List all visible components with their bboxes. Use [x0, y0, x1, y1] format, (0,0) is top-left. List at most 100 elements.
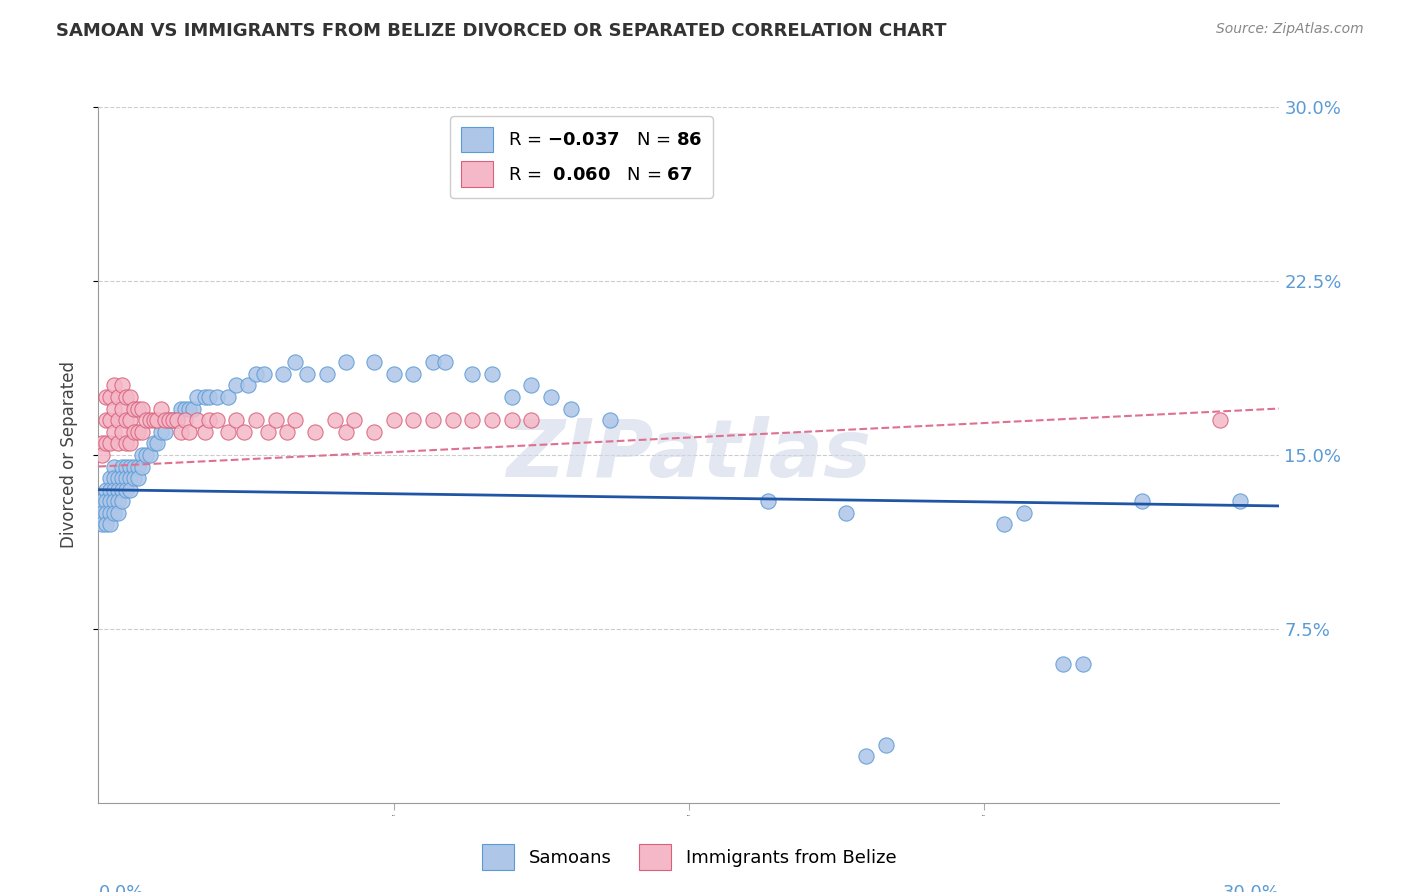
- Point: [304, 425, 326, 439]
- Point: [205, 413, 228, 427]
- Point: [103, 378, 125, 392]
- Point: [205, 390, 228, 404]
- Point: [115, 390, 138, 404]
- Point: [122, 425, 145, 439]
- Point: [382, 367, 405, 381]
- Point: [315, 367, 337, 381]
- Point: [217, 425, 239, 439]
- Point: [111, 471, 134, 485]
- Point: [96, 436, 118, 450]
- Point: [111, 483, 134, 497]
- Point: [177, 425, 200, 439]
- Point: [245, 367, 267, 381]
- Point: [1071, 657, 1094, 671]
- Point: [107, 390, 129, 404]
- Point: [157, 413, 180, 427]
- Point: [131, 459, 153, 474]
- Point: [501, 413, 523, 427]
- Point: [520, 413, 543, 427]
- Point: [273, 367, 295, 381]
- Point: [103, 425, 125, 439]
- Point: [264, 413, 287, 427]
- Point: [91, 448, 114, 462]
- Point: [253, 367, 276, 381]
- Point: [135, 413, 157, 427]
- Point: [540, 390, 562, 404]
- Point: [111, 401, 134, 416]
- Point: [103, 401, 125, 416]
- Point: [181, 401, 204, 416]
- Text: SAMOAN VS IMMIGRANTS FROM BELIZE DIVORCED OR SEPARATED CORRELATION CHART: SAMOAN VS IMMIGRANTS FROM BELIZE DIVORCE…: [56, 22, 946, 40]
- Point: [157, 413, 180, 427]
- Point: [276, 425, 298, 439]
- Legend: Samoans, Immigrants from Belize: Samoans, Immigrants from Belize: [474, 838, 904, 877]
- Point: [284, 355, 307, 369]
- Point: [138, 413, 160, 427]
- Point: [1130, 494, 1153, 508]
- Point: [98, 494, 121, 508]
- Point: [118, 471, 141, 485]
- Point: [433, 355, 456, 369]
- Point: [1012, 506, 1035, 520]
- Point: [1052, 657, 1074, 671]
- Point: [481, 367, 503, 381]
- Point: [441, 413, 464, 427]
- Text: Source: ZipAtlas.com: Source: ZipAtlas.com: [1216, 22, 1364, 37]
- Point: [135, 448, 157, 462]
- Point: [146, 413, 169, 427]
- Point: [115, 459, 138, 474]
- Point: [115, 483, 138, 497]
- Point: [520, 378, 543, 392]
- Point: [103, 459, 125, 474]
- Point: [162, 413, 184, 427]
- Point: [875, 738, 897, 752]
- Point: [402, 367, 425, 381]
- Point: [461, 367, 484, 381]
- Point: [103, 506, 125, 520]
- Point: [560, 401, 582, 416]
- Point: [855, 749, 877, 764]
- Point: [118, 459, 141, 474]
- Point: [91, 506, 114, 520]
- Point: [127, 471, 149, 485]
- Point: [122, 471, 145, 485]
- Point: [111, 378, 134, 392]
- Point: [142, 436, 165, 450]
- Point: [146, 436, 169, 450]
- Point: [323, 413, 346, 427]
- Point: [150, 425, 173, 439]
- Point: [118, 413, 141, 427]
- Point: [122, 401, 145, 416]
- Point: [402, 413, 425, 427]
- Point: [91, 436, 114, 450]
- Point: [131, 448, 153, 462]
- Point: [103, 494, 125, 508]
- Point: [107, 494, 129, 508]
- Point: [107, 436, 129, 450]
- Point: [107, 506, 129, 520]
- Point: [174, 413, 197, 427]
- Point: [115, 413, 138, 427]
- Point: [98, 436, 121, 450]
- Point: [363, 425, 385, 439]
- Point: [91, 494, 114, 508]
- Point: [127, 459, 149, 474]
- Point: [118, 390, 141, 404]
- Text: 0.0%: 0.0%: [98, 884, 143, 892]
- Point: [127, 425, 149, 439]
- Point: [284, 413, 307, 427]
- Point: [107, 471, 129, 485]
- Point: [295, 367, 318, 381]
- Point: [217, 390, 239, 404]
- Point: [170, 401, 193, 416]
- Point: [236, 378, 259, 392]
- Point: [96, 494, 118, 508]
- Text: ZIPatlas: ZIPatlas: [506, 416, 872, 494]
- Point: [131, 401, 153, 416]
- Point: [481, 413, 503, 427]
- Point: [127, 401, 149, 416]
- Point: [335, 425, 357, 439]
- Point: [98, 413, 121, 427]
- Point: [343, 413, 366, 427]
- Point: [107, 413, 129, 427]
